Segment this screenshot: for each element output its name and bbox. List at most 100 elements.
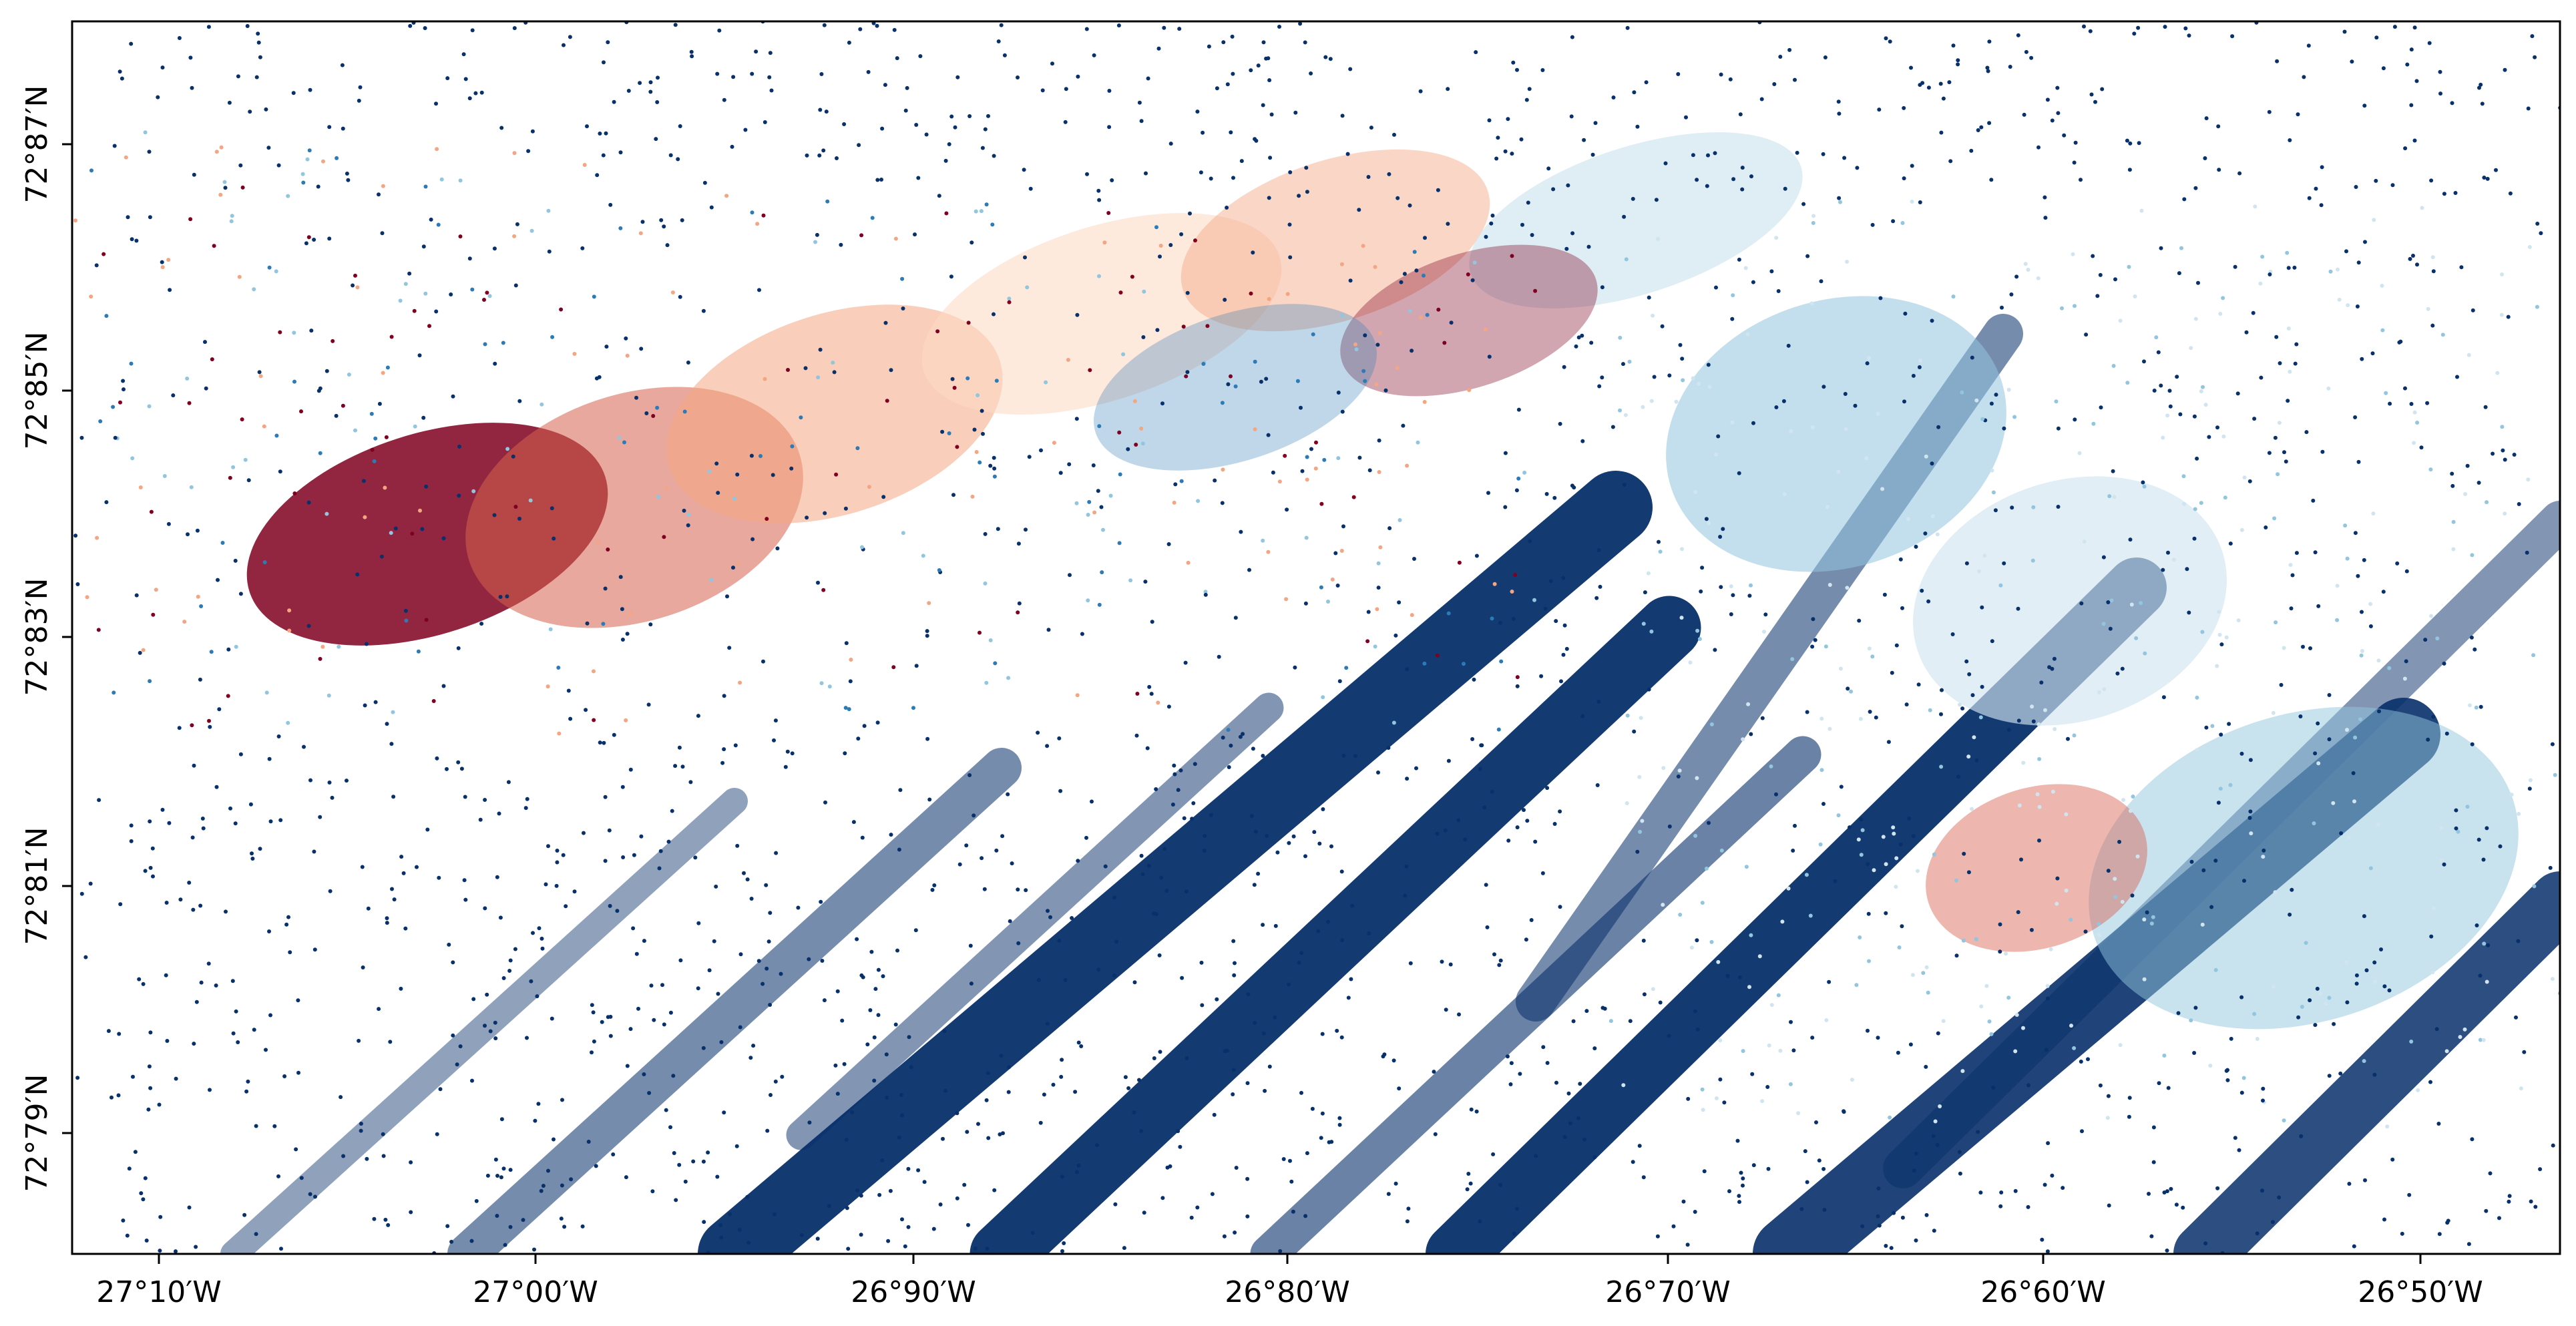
sounding-point: [1335, 584, 1340, 588]
sounding-point: [1408, 203, 1412, 208]
sounding-point: [2016, 910, 2020, 915]
sounding-point: [1827, 979, 1832, 984]
sounding-point: [238, 752, 243, 756]
sounding-point: [559, 1217, 564, 1221]
sounding-point: [2130, 893, 2135, 898]
sounding-point: [1649, 399, 1654, 403]
sounding-point: [2567, 754, 2571, 758]
sounding-point: [1118, 290, 1123, 295]
sounding-point: [642, 939, 646, 943]
sounding-point: [2328, 269, 2333, 274]
sounding-point: [2080, 1129, 2084, 1134]
sounding-point: [1593, 121, 1598, 126]
sounding-point: [2053, 727, 2057, 731]
sounding-point: [624, 718, 628, 722]
sounding-point: [1939, 764, 1944, 769]
sounding-point: [2098, 1083, 2103, 1088]
sounding-point: [1714, 1096, 1719, 1100]
sounding-point: [1884, 911, 1888, 915]
sounding-point: [2286, 266, 2291, 270]
sounding-point: [1554, 619, 1558, 624]
sounding-point: [2550, 742, 2555, 746]
sounding-point: [286, 915, 290, 919]
sounding-point: [2132, 31, 2137, 36]
sounding-point: [305, 157, 310, 162]
sounding-point: [2324, 1002, 2328, 1006]
sounding-point: [162, 474, 167, 478]
sounding-point: [1618, 408, 1622, 413]
sounding-point: [1245, 1081, 1250, 1086]
sounding-point: [1514, 488, 1519, 493]
sounding-point: [423, 26, 427, 31]
sounding-point: [2354, 981, 2359, 986]
sounding-point: [1299, 1090, 1303, 1095]
sounding-point: [655, 100, 660, 104]
sounding-point: [505, 447, 510, 451]
sounding-point: [1291, 834, 1296, 839]
sounding-point: [236, 1040, 240, 1044]
sounding-point: [1980, 605, 1984, 610]
sounding-point: [1638, 829, 1643, 834]
sounding-point: [1910, 200, 1914, 204]
sounding-point: [631, 926, 636, 931]
sounding-point: [731, 75, 736, 79]
sounding-point: [1052, 441, 1056, 445]
sounding-point: [2161, 568, 2165, 572]
sounding-point: [1813, 638, 1817, 642]
sounding-point: [983, 127, 988, 132]
sounding-point: [2405, 62, 2410, 67]
sounding-point: [1522, 808, 1526, 813]
sounding-point: [2316, 761, 2321, 766]
sounding-point: [1681, 378, 1685, 383]
sounding-point: [1139, 853, 1144, 858]
sounding-point: [942, 1029, 947, 1034]
sounding-point: [2407, 1192, 2412, 1197]
sounding-point: [174, 1076, 178, 1081]
sounding-point: [370, 447, 375, 452]
sounding-point: [2225, 1078, 2230, 1082]
sounding-point: [1205, 324, 1210, 328]
sounding-point: [1940, 688, 1944, 692]
sounding-point: [1097, 274, 1101, 278]
sounding-point: [1695, 776, 1699, 781]
sounding-point: [749, 453, 754, 458]
sounding-point: [844, 641, 849, 646]
sounding-point: [390, 887, 394, 891]
sounding-point: [2507, 1199, 2511, 1204]
sounding-point: [1305, 190, 1309, 194]
sounding-point: [1277, 479, 1282, 484]
sounding-point: [1917, 365, 1922, 369]
sounding-point: [327, 236, 332, 241]
sounding-point: [1440, 959, 1444, 964]
sounding-point: [1341, 753, 1346, 758]
sounding-point: [555, 860, 560, 865]
sounding-point: [287, 608, 292, 613]
sounding-point: [1150, 620, 1154, 624]
sounding-point: [2350, 59, 2354, 64]
sounding-point: [656, 75, 660, 80]
sounding-point: [1291, 1209, 1295, 1214]
sounding-point: [154, 588, 158, 592]
sounding-point: [1730, 316, 1735, 321]
sounding-point: [1474, 554, 1479, 558]
sounding-point: [1713, 648, 1717, 652]
sounding-point: [964, 843, 969, 848]
sounding-point: [2296, 1015, 2301, 1020]
sounding-point: [2392, 25, 2397, 29]
sounding-point: [2177, 271, 2181, 276]
sounding-point: [1987, 39, 1992, 44]
sounding-point: [1145, 746, 1150, 750]
sounding-point: [385, 916, 389, 921]
sounding-point: [73, 218, 77, 223]
sounding-point: [831, 361, 835, 365]
sounding-point: [1858, 716, 1863, 721]
sounding-point: [1410, 349, 1414, 353]
sounding-point: [79, 435, 84, 440]
sounding-point: [992, 154, 996, 158]
sounding-point: [716, 991, 720, 996]
sounding-point: [2255, 1231, 2260, 1236]
sounding-point: [640, 220, 645, 224]
sounding-point: [2127, 168, 2132, 172]
sounding-point: [1960, 390, 1964, 395]
sounding-point: [1046, 909, 1050, 913]
